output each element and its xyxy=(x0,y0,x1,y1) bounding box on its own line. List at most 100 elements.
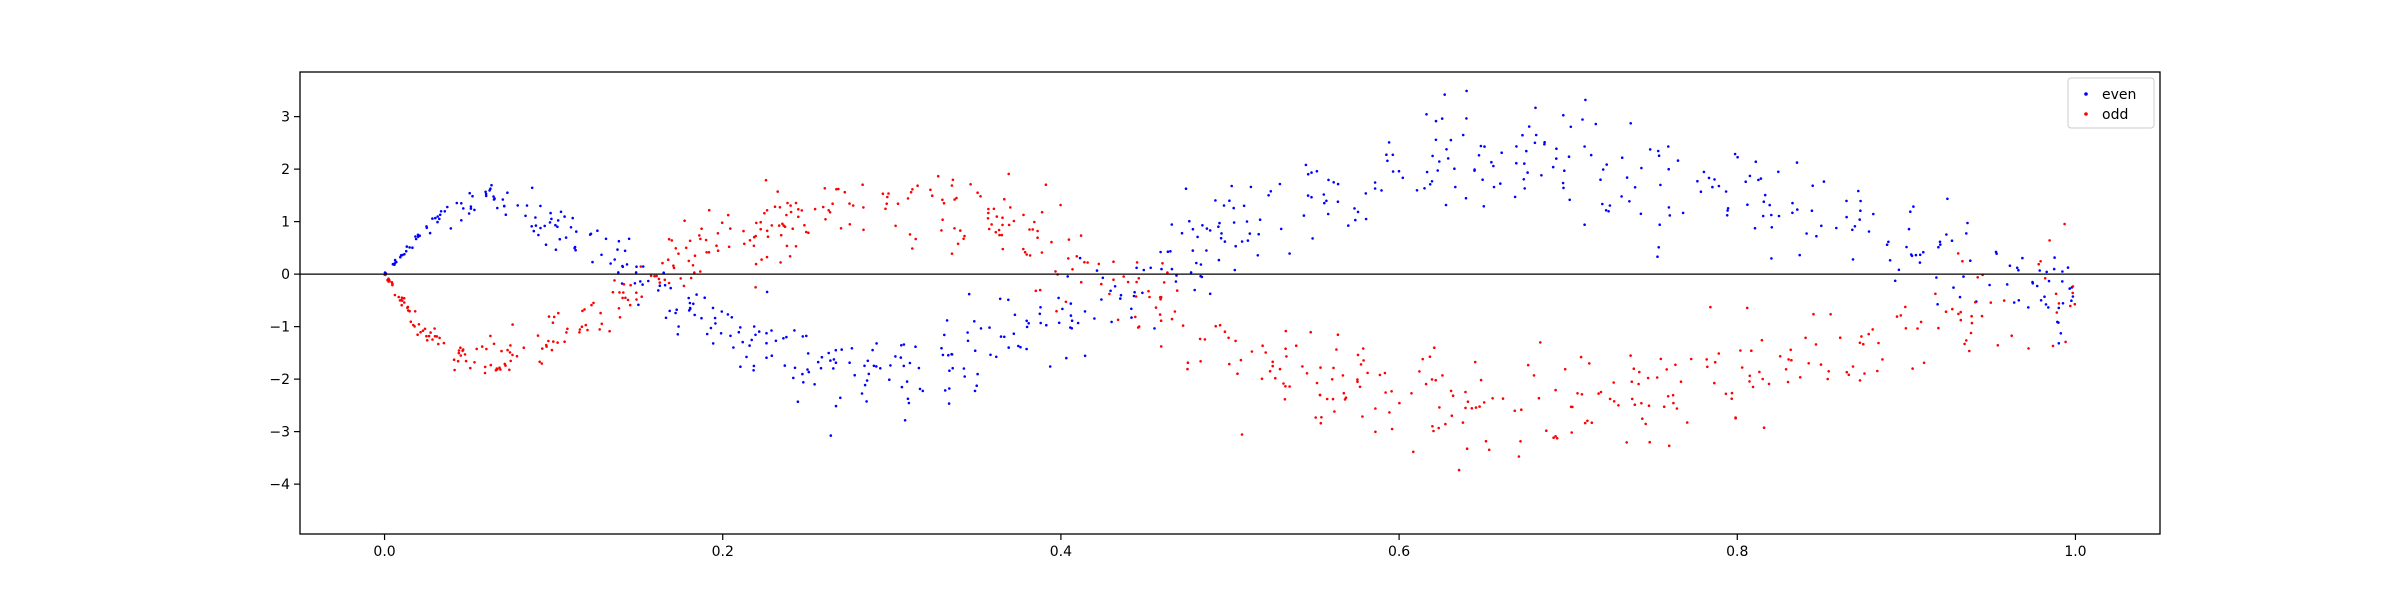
point-even xyxy=(805,334,808,338)
point-even xyxy=(564,236,568,239)
point-odd xyxy=(1976,276,1979,279)
point-even xyxy=(1768,203,1771,207)
point-odd xyxy=(1424,382,1428,386)
point-even xyxy=(431,217,434,220)
point-even xyxy=(1431,154,1434,158)
point-even xyxy=(2038,269,2041,272)
point-odd xyxy=(778,206,782,209)
point-even xyxy=(637,303,640,307)
point-odd xyxy=(1461,421,1465,424)
point-even xyxy=(1025,347,1028,351)
point-odd xyxy=(886,195,889,199)
point-even xyxy=(1219,236,1223,240)
point-odd xyxy=(794,201,798,205)
point-odd xyxy=(677,252,680,255)
point-even xyxy=(1095,269,1099,272)
point-even xyxy=(1003,335,1006,339)
point-odd xyxy=(1214,324,1217,328)
point-odd xyxy=(1186,361,1190,365)
point-odd xyxy=(909,190,913,194)
point-even xyxy=(617,239,621,243)
point-odd xyxy=(1646,376,1650,380)
point-odd xyxy=(397,295,401,299)
point-odd xyxy=(1685,421,1689,424)
point-even xyxy=(1872,212,1875,216)
point-even xyxy=(484,192,488,196)
point-even xyxy=(1019,345,1022,349)
point-even xyxy=(1445,148,1448,151)
x-axis: 0.0 0.2 0.4 0.6 0.8 1.0 xyxy=(373,534,2087,560)
point-even xyxy=(1242,204,1246,208)
point-odd xyxy=(1148,295,1151,299)
point-even xyxy=(1945,233,1948,236)
point-odd xyxy=(754,234,757,238)
point-even xyxy=(573,246,576,250)
point-odd xyxy=(1022,213,1025,217)
point-even xyxy=(827,351,830,355)
point-even xyxy=(1170,267,1174,271)
point-odd xyxy=(1223,330,1227,334)
point-odd xyxy=(2071,291,2074,295)
point-even xyxy=(1482,205,1486,208)
point-even xyxy=(418,234,422,237)
point-odd xyxy=(914,237,917,241)
point-even xyxy=(1205,249,1208,252)
point-odd xyxy=(1554,388,1557,392)
point-odd xyxy=(2055,311,2059,314)
point-odd xyxy=(508,368,511,372)
point-even xyxy=(1853,225,1857,228)
point-odd xyxy=(1044,183,1048,186)
point-even xyxy=(1208,292,1212,296)
point-even xyxy=(1311,237,1314,240)
point-even xyxy=(1135,266,1138,270)
point-odd xyxy=(1675,407,1679,410)
point-even xyxy=(1364,217,1368,221)
point-even xyxy=(1657,154,1661,157)
point-even xyxy=(1336,182,1340,186)
point-even xyxy=(1639,212,1643,216)
point-odd xyxy=(1655,376,1659,379)
point-odd xyxy=(1284,329,1288,333)
point-odd xyxy=(506,348,509,352)
point-odd xyxy=(600,322,604,326)
point-even xyxy=(393,258,397,262)
point-even xyxy=(1733,152,1737,156)
point-even xyxy=(948,369,951,373)
point-even xyxy=(534,216,537,219)
point-even xyxy=(1356,210,1360,214)
point-odd xyxy=(452,358,456,362)
point-odd xyxy=(1309,330,1312,334)
point-odd xyxy=(700,227,703,230)
point-even xyxy=(395,260,398,264)
point-odd xyxy=(583,308,586,311)
point-even xyxy=(1353,207,1356,210)
point-even xyxy=(664,316,668,320)
point-odd xyxy=(2057,302,2061,305)
point-odd xyxy=(1922,361,1926,365)
point-odd xyxy=(1862,342,1865,346)
point-odd xyxy=(1064,300,1068,304)
point-even xyxy=(688,301,692,305)
point-odd xyxy=(1325,397,1329,401)
point-even xyxy=(1288,252,1291,255)
point-even xyxy=(1893,279,1897,283)
point-odd xyxy=(618,316,622,319)
point-odd xyxy=(699,270,702,273)
point-even xyxy=(658,284,662,288)
point-odd xyxy=(1996,344,2000,347)
point-even xyxy=(709,326,713,330)
point-odd xyxy=(1713,360,1717,364)
point-even xyxy=(539,204,542,208)
point-even xyxy=(1543,142,1546,146)
point-even xyxy=(2008,264,2012,268)
point-odd xyxy=(1134,315,1137,319)
point-even xyxy=(695,293,698,296)
point-odd xyxy=(759,227,762,231)
point-even xyxy=(2061,302,2065,305)
point-odd xyxy=(752,244,756,248)
point-even xyxy=(1835,226,1838,230)
point-odd xyxy=(1305,372,1309,375)
point-even xyxy=(1199,274,1202,278)
point-odd xyxy=(794,245,798,248)
point-even xyxy=(1952,286,1955,289)
